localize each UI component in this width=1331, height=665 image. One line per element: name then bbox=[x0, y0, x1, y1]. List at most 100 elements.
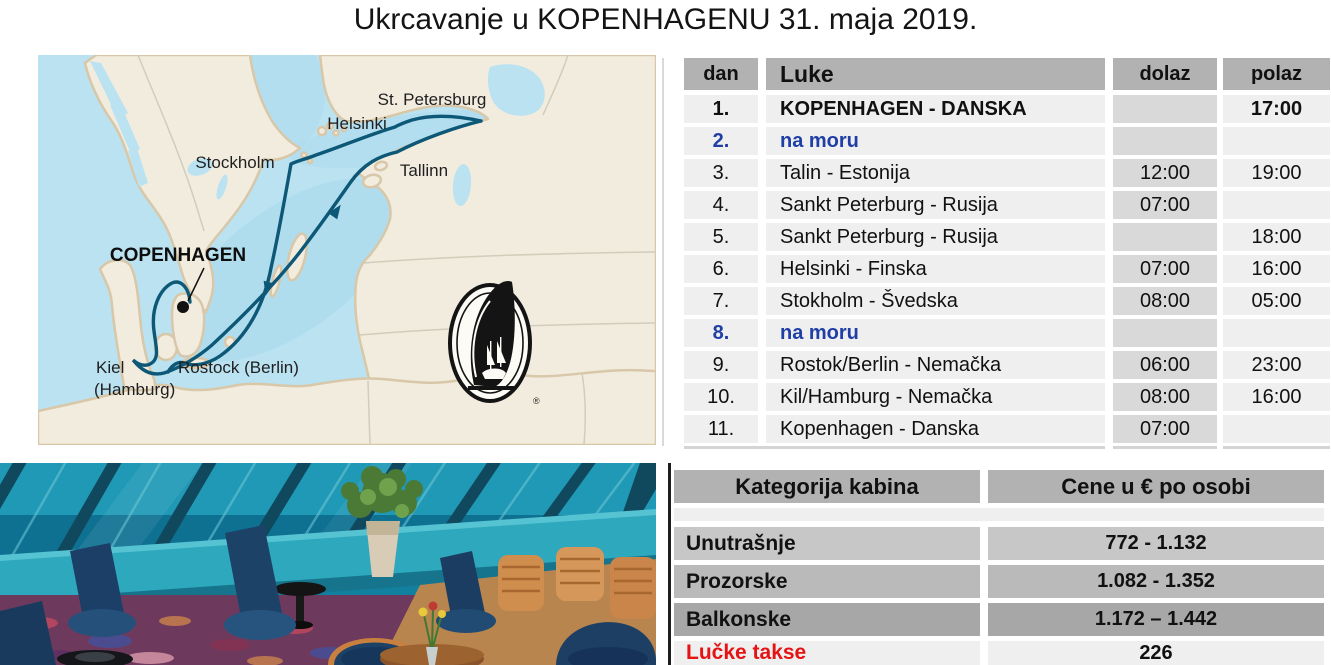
departure-cell: 05:00 bbox=[1223, 287, 1330, 315]
copenhagen-dot bbox=[177, 301, 189, 313]
galleon-silhouette bbox=[482, 337, 506, 379]
arrival-cell: 07:00 bbox=[1113, 255, 1217, 283]
table-bottom-border bbox=[1223, 446, 1330, 449]
fjord bbox=[128, 148, 148, 187]
port-cell: Helsinki - Finska bbox=[766, 255, 1105, 283]
day-cell: 10. bbox=[684, 383, 758, 411]
itinerary-row-2: 2. na moru bbox=[684, 127, 1331, 155]
pricing-header-price: Cene u € po osobi bbox=[988, 470, 1324, 503]
saaremaa-island bbox=[361, 173, 383, 189]
port-cell: Rostok/Berlin - Nemačka bbox=[766, 351, 1105, 379]
label-stockholm: Stockholm bbox=[195, 153, 274, 172]
lounge-photo-graphic bbox=[0, 463, 656, 665]
category-inside-cabin: Unutrašnje bbox=[674, 527, 980, 560]
label-copenhagen: COPENHAGEN bbox=[110, 245, 246, 266]
label-hamburg: (Hamburg) bbox=[94, 380, 175, 399]
bow-highlight bbox=[472, 300, 491, 378]
route-arrow-northeast bbox=[328, 204, 341, 220]
departure-cell bbox=[1223, 127, 1330, 155]
page-title: Ukrcavanje u KOPENHAGENU 31. maja 2019. bbox=[353, 3, 978, 36]
scandinavia bbox=[83, 55, 302, 314]
day-cell: 7. bbox=[684, 287, 758, 315]
category-oceanview-cabin: Prozorske bbox=[674, 565, 980, 598]
lounge-photo bbox=[0, 463, 656, 665]
wicker-chairs bbox=[498, 547, 656, 619]
baltic-map-graphic: St. Petersburg Helsinki Stockholm Tallin… bbox=[38, 55, 656, 445]
lake-ladoga bbox=[487, 64, 545, 116]
table-left-border bbox=[662, 58, 664, 446]
logo-baseline bbox=[468, 386, 514, 390]
port-cell: Sankt Peterburg - Rusija bbox=[766, 223, 1105, 251]
aland-island bbox=[325, 121, 335, 131]
itinerary-row-5: 5. Sankt Peterburg - Rusija 18:00 bbox=[684, 223, 1331, 251]
lake-vanern bbox=[187, 158, 213, 176]
archipelago-islet bbox=[300, 151, 308, 159]
itinerary-row-1: 1. KOPENHAGEN - DANSKA 17:00 bbox=[684, 95, 1331, 123]
itinerary-rows: dan Luke dolaz polaz 1. KOPENHAGEN - DAN… bbox=[684, 58, 1331, 447]
price-port-taxes: 226 bbox=[988, 641, 1324, 665]
arrival-cell: 12:00 bbox=[1113, 159, 1217, 187]
departure-cell bbox=[1223, 319, 1330, 347]
pricing-table: Kategorija kabina Cene u € po osobi Unut… bbox=[660, 463, 1331, 665]
departure-cell: 16:00 bbox=[1223, 383, 1330, 411]
zealand-island bbox=[170, 292, 206, 358]
price-oceanview-cabin: 1.082 - 1.352 bbox=[988, 565, 1324, 598]
itinerary-row-7: 7. Stokholm - Švedska 08:00 05:00 bbox=[684, 287, 1331, 315]
label-kiel: Kiel bbox=[96, 358, 124, 377]
day-cell: 8. bbox=[684, 319, 758, 347]
hiiumaa-island bbox=[373, 160, 389, 172]
itinerary-row-10: 10. Kil/Hamburg - Nemačka 08:00 16:00 bbox=[684, 383, 1331, 411]
lake-vattern bbox=[216, 174, 228, 200]
arrival-cell bbox=[1113, 223, 1217, 251]
price-balcony-cabin: 1.172 – 1.442 bbox=[988, 603, 1324, 636]
port-cell: na moru bbox=[766, 319, 1105, 347]
itinerary-header-row: dan Luke dolaz polaz bbox=[684, 58, 1331, 90]
port-cell: Kopenhagen - Danska bbox=[766, 415, 1105, 443]
label-tallinn: Tallinn bbox=[400, 161, 448, 180]
itinerary-row-11: 11. Kopenhagen - Danska 07:00 bbox=[684, 415, 1331, 443]
category-port-taxes: Lučke takse bbox=[674, 641, 980, 665]
day-cell: 3. bbox=[684, 159, 758, 187]
header-day: dan bbox=[684, 58, 758, 90]
fjord bbox=[110, 103, 140, 154]
arrival-cell bbox=[1113, 319, 1217, 347]
ashtray bbox=[57, 650, 133, 665]
departure-cell: 16:00 bbox=[1223, 255, 1330, 283]
table-bottom-border bbox=[1113, 446, 1217, 449]
arrival-cell: 08:00 bbox=[1113, 383, 1217, 411]
day-cell: 6. bbox=[684, 255, 758, 283]
itinerary-table: dan Luke dolaz polaz 1. KOPENHAGEN - DAN… bbox=[662, 58, 1331, 450]
pedestal-table bbox=[274, 582, 326, 629]
route-arrow-southwest bbox=[263, 280, 275, 296]
route-return bbox=[166, 114, 483, 374]
port-cell: na moru bbox=[766, 127, 1105, 155]
day-cell: 9. bbox=[684, 351, 758, 379]
pricing-header-category: Kategorija kabina bbox=[674, 470, 980, 503]
aland-island bbox=[316, 125, 328, 137]
day-cell: 4. bbox=[684, 191, 758, 219]
port-cell: Sankt Peterburg - Rusija bbox=[766, 191, 1105, 219]
arrival-cell: 07:00 bbox=[1113, 415, 1217, 443]
cruise-route bbox=[131, 114, 483, 376]
header-departure: polaz bbox=[1223, 58, 1330, 90]
cruise-line-ship-logo: ® bbox=[448, 281, 540, 406]
pricing-left-border bbox=[668, 463, 671, 665]
port-cell: Kil/Hamburg - Nemačka bbox=[766, 383, 1105, 411]
itinerary-row-9: 9. Rostok/Berlin - Nemačka 06:00 23:00 bbox=[684, 351, 1331, 379]
departure-cell: 17:00 bbox=[1223, 95, 1330, 123]
route-outbound bbox=[131, 119, 483, 376]
day-cell: 11. bbox=[684, 415, 758, 443]
header-ports: Luke bbox=[766, 58, 1105, 90]
price-inside-cabin: 772 - 1.132 bbox=[988, 527, 1324, 560]
itinerary-row-4: 4. Sankt Peterburg - Rusija 07:00 bbox=[684, 191, 1331, 219]
lake-peipus bbox=[452, 164, 472, 206]
departure-cell: 18:00 bbox=[1223, 223, 1330, 251]
arrival-cell: 06:00 bbox=[1113, 351, 1217, 379]
flower-table bbox=[380, 601, 484, 665]
departure-cell bbox=[1223, 191, 1330, 219]
itinerary-row-6: 6. Helsinki - Finska 07:00 16:00 bbox=[684, 255, 1331, 283]
label-rostock: Rostock (Berlin) bbox=[178, 358, 299, 377]
arrival-cell bbox=[1113, 127, 1217, 155]
registered-mark: ® bbox=[533, 396, 540, 406]
